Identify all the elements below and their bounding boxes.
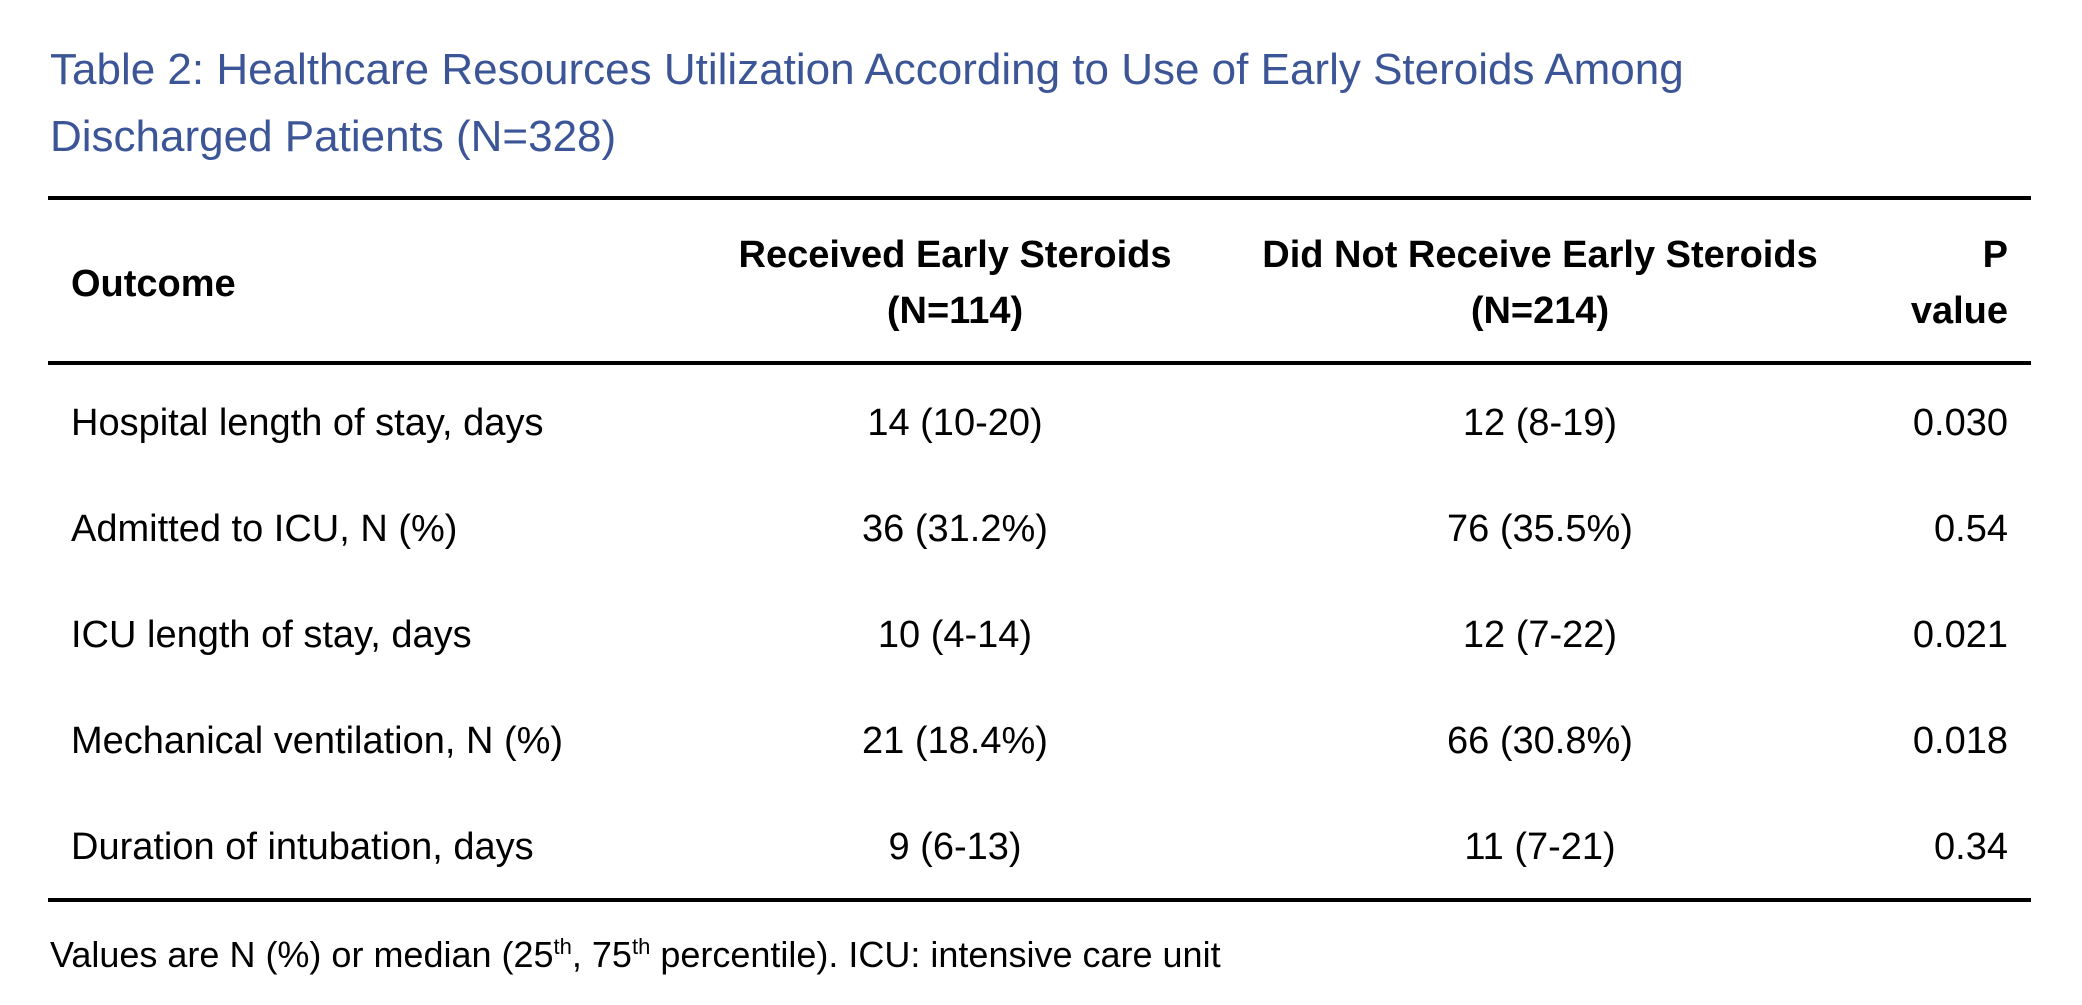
table-row: Hospital length of stay, days 14 (10-20)… [0,370,2082,476]
table-title: Table 2: Healthcare Resources Utilizatio… [50,36,1950,170]
table-row: Admitted to ICU, N (%) 36 (31.2%) 76 (35… [0,476,2082,582]
cell-outcome: Mechanical ventilation, N (%) [71,720,564,762]
table-row: Duration of intubation, days 9 (6-13) 11… [0,794,2082,900]
cell-not-received: 12 (8-19) [1462,402,1618,444]
table-title-line-2: Discharged Patients (N=328) [50,112,617,161]
cell-received: 21 (18.4%) [862,720,1048,762]
header-p-value: P value [1860,227,2008,339]
table-row: ICU length of stay, days 10 (4-14) 12 (7… [0,582,2082,688]
cell-p-value: 0.54 [1934,508,2008,550]
cell-p-value: 0.018 [1912,720,2008,762]
table-row: Mechanical ventilation, N (%) 21 (18.4%)… [0,688,2082,794]
header-p-value-line-1: P [1982,234,2008,276]
header-not-received-line-2: (N=214) [1470,290,1610,332]
cell-received: 10 (4-14) [877,614,1033,656]
cell-received: 36 (31.2%) [862,508,1048,550]
cell-received: 14 (10-20) [867,402,1043,444]
cell-outcome: Admitted to ICU, N (%) [71,508,458,550]
footnote-superscript-1: th [553,934,572,959]
cell-not-received: 11 (7-21) [1464,826,1616,868]
header-did-not-receive-early-steroids: Did Not Receive Early Steroids (N=214) [1245,227,1835,339]
footnote-superscript-2: th [631,934,651,959]
header-received-early-steroids: Received Early Steroids (N=114) [720,227,1190,339]
cell-outcome: Hospital length of stay, days [71,402,544,444]
cell-p-value: 0.34 [1934,826,2008,868]
header-received-line-2: (N=114) [886,290,1024,332]
header-outcome: Outcome [71,263,236,305]
header-not-received-line-1: Did Not Receive Early Steroids [1262,234,1818,276]
cell-outcome: Duration of intubation, days [71,826,534,868]
header-p-value-line-2: value [1910,290,2008,332]
cell-not-received: 66 (30.8%) [1447,720,1633,762]
cell-not-received: 12 (7-22) [1462,614,1618,656]
table-footnote: Values are N (%) or median (25th, 75th p… [50,930,1221,980]
cell-p-value: 0.021 [1912,614,2008,656]
cell-outcome: ICU length of stay, days [71,614,472,656]
table-title-line-1: Table 2: Healthcare Resources Utilizatio… [50,45,1684,94]
footnote-text-2: , 75 [571,934,632,975]
cell-received: 9 (6-13) [888,826,1022,868]
footnote-text-3: percentile). ICU: intensive care unit [650,934,1221,975]
table-bottom-rule [48,898,2031,902]
cell-p-value: 0.030 [1912,402,2008,444]
table-top-rule [48,196,2031,200]
footnote-text-1: Values are N (%) or median (25 [50,934,554,975]
header-received-line-1: Received Early Steroids [738,234,1172,276]
cell-not-received: 76 (35.5%) [1447,508,1633,550]
table-header-rule [48,361,2031,365]
